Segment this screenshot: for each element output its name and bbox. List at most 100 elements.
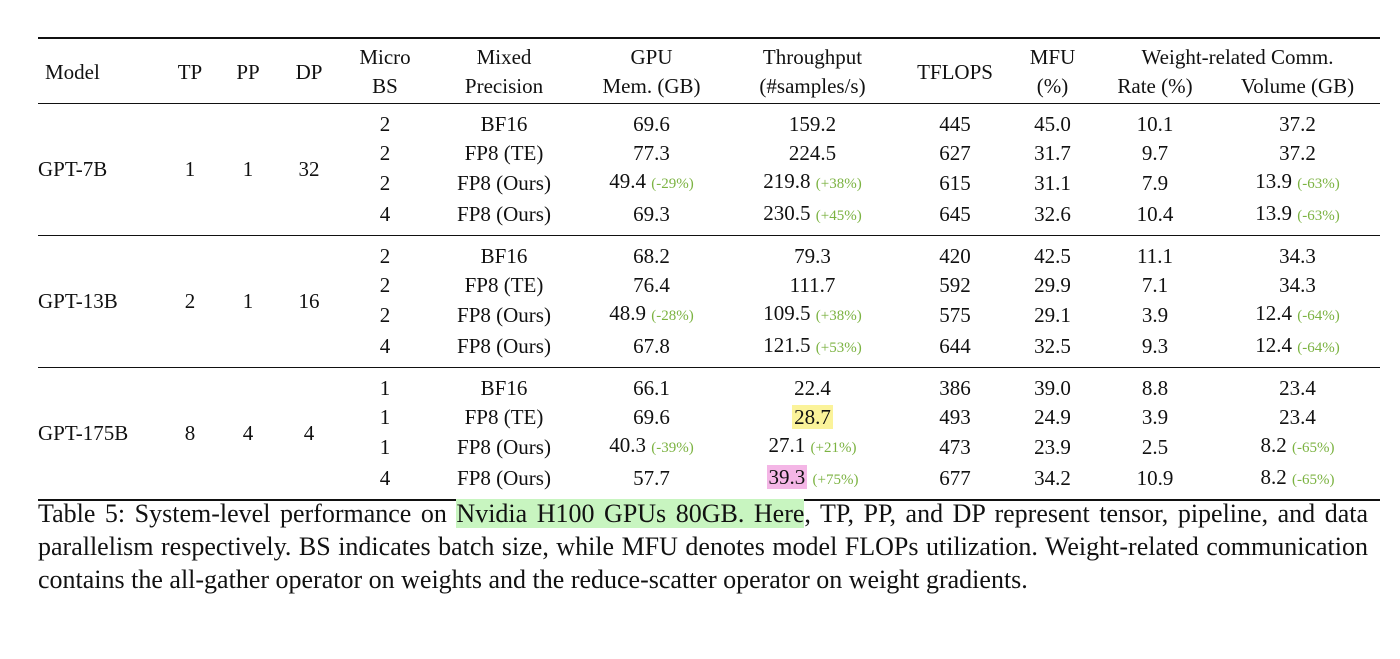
cell-value: 37.2: [1279, 140, 1316, 165]
cell-value: 8.8: [1141, 376, 1169, 400]
data-cell: FP8 (Ours): [430, 167, 578, 199]
data-cell: 29.9: [1010, 271, 1095, 300]
cell-value: 8.2: [1260, 464, 1287, 489]
cell-value: BF16: [480, 376, 528, 400]
header-row: Model TP PP DP Micro BS Mixed Precision GPU Mem. …: [38, 38, 1380, 98]
data-cell: 39.0: [1010, 368, 1095, 403]
cell-value: 24.9: [1034, 404, 1071, 429]
cell-value: 7.9: [1141, 170, 1169, 195]
data-cell: 493: [900, 403, 1010, 432]
cell-value: 230.5: [763, 200, 811, 225]
cell-value: 111.7: [789, 272, 836, 297]
cell-value: 29.1: [1034, 302, 1071, 327]
group-cell: 1: [242, 289, 254, 314]
column-header: Micro BS: [340, 38, 430, 104]
header-line: Mixed: [476, 45, 532, 69]
cell-value: 34.3: [1279, 244, 1316, 268]
header-line: (#samples/s): [759, 74, 866, 98]
data-cell: 644: [900, 331, 1010, 368]
cell-value: 66.1: [633, 376, 670, 400]
cell-value: 29.9: [1034, 272, 1071, 297]
header-line: Rate (%): [1117, 74, 1193, 98]
data-cell: 111.7: [725, 271, 900, 300]
cell-value: 34.2: [1034, 466, 1071, 490]
cell-value: 1: [379, 434, 391, 459]
data-row: 2 FP8 (TE) 77.3 224.5 627 31.7 9.7 37.2: [38, 139, 1380, 168]
data-cell: 4: [340, 331, 430, 368]
column-header: Rate (%): [1095, 72, 1215, 104]
header-line: PP: [236, 59, 260, 84]
cell-value: 32.5: [1034, 334, 1071, 358]
data-cell: 4: [340, 199, 430, 236]
cell-value: 12.4: [1255, 332, 1292, 357]
cell-value: 2: [379, 272, 391, 297]
data-row: GPT-175B 8 4 4 1 BF16 66.1 22.4 386 39.0 8.8 23.4: [38, 368, 1380, 445]
cell-value: FP8 (Ours): [457, 202, 551, 226]
data-cell: 69.3: [578, 199, 725, 236]
group-cell: 32: [298, 157, 320, 182]
data-cell: 22.4: [725, 368, 900, 403]
data-cell: 10.9: [1095, 463, 1215, 501]
header-line: DP: [295, 59, 323, 84]
data-row: 1 FP8 (Ours) 40.3 (-39%) 27.1 (+21%) 473 23.9…: [38, 431, 1380, 463]
cell-value: 11.1: [1137, 244, 1173, 268]
data-cell: 3.9: [1095, 403, 1215, 432]
group-cell: 1: [184, 157, 196, 182]
data-row: 1 FP8 (TE) 69.6 28.7 493 24.9 3.9 23.4: [38, 403, 1380, 432]
cell-value: 159.2: [788, 112, 837, 136]
data-cell: 37.2: [1215, 139, 1380, 168]
column-header: TFLOPS: [900, 38, 1010, 104]
cell-value: BF16: [480, 244, 528, 268]
data-cell: 2: [340, 167, 430, 199]
cell-value: 3.9: [1141, 404, 1169, 429]
data-cell: 76.4: [578, 271, 725, 300]
data-cell: 3.9: [1095, 299, 1215, 331]
data-cell: 67.8: [578, 331, 725, 368]
data-row: 4 FP8 (Ours) 57.7 39.3 (+75%) 677 34.2 10.9 8.2…: [38, 463, 1380, 501]
data-cell: 4: [340, 463, 430, 501]
cell-value: 9.3: [1141, 334, 1169, 358]
cell-value: 10.1: [1136, 112, 1174, 136]
cell-value: 109.5: [763, 301, 811, 325]
group-cell: GPT-13B: [38, 289, 118, 314]
data-cell: 23.9: [1010, 431, 1095, 463]
cell-value: 677: [939, 466, 971, 490]
data-cell: 34.3: [1215, 236, 1380, 271]
data-cell: 7.1: [1095, 271, 1215, 300]
cell-delta: (-39%): [651, 440, 694, 456]
column-header: PP: [218, 38, 278, 104]
cell-delta: (+53%): [815, 339, 862, 356]
column-header: Mixed Precision: [430, 38, 578, 104]
data-cell: 31.1: [1010, 167, 1095, 199]
cell-delta: (+75%): [812, 471, 859, 488]
data-cell: 48.9 (-28%): [578, 299, 725, 331]
data-cell: 40.3 (-39%): [578, 431, 725, 463]
header-line: BS: [372, 74, 398, 98]
cell-delta: (-65%): [1292, 471, 1335, 488]
cell-value: 79.3: [794, 244, 831, 268]
cell-value: 39.0: [1034, 376, 1071, 400]
cell-value: 77.3: [633, 140, 670, 165]
data-cell: 473: [900, 431, 1010, 463]
cell-value: 386: [939, 376, 971, 400]
cell-value: 1: [379, 376, 391, 400]
data-cell: 37.2: [1215, 104, 1380, 139]
group-cell: 1: [242, 157, 254, 182]
column-header: MFU (%): [1010, 38, 1095, 104]
cell-value: FP8 (Ours): [457, 434, 551, 459]
data-cell: 28.7: [725, 403, 900, 432]
caption-text: , TP, PP, and DP represent tensor, pipel…: [38, 499, 1369, 594]
group-cell: 4: [303, 421, 315, 446]
data-cell: 645: [900, 199, 1010, 236]
table-header: Model TP PP DP Micro BS Mixed Precision GPU Mem. …: [38, 38, 1380, 104]
column-header: Model: [38, 38, 162, 104]
data-cell: 13.9 (-63%): [1215, 167, 1380, 199]
data-cell: 68.2: [578, 236, 725, 271]
data-cell: 9.7: [1095, 139, 1215, 168]
data-cell: 1: [340, 431, 430, 463]
cell-value: FP8 (TE): [464, 272, 544, 297]
data-cell: 615: [900, 167, 1010, 199]
caption-text: Table 5: System-level performance on: [38, 499, 457, 528]
data-cell: 677: [900, 463, 1010, 501]
